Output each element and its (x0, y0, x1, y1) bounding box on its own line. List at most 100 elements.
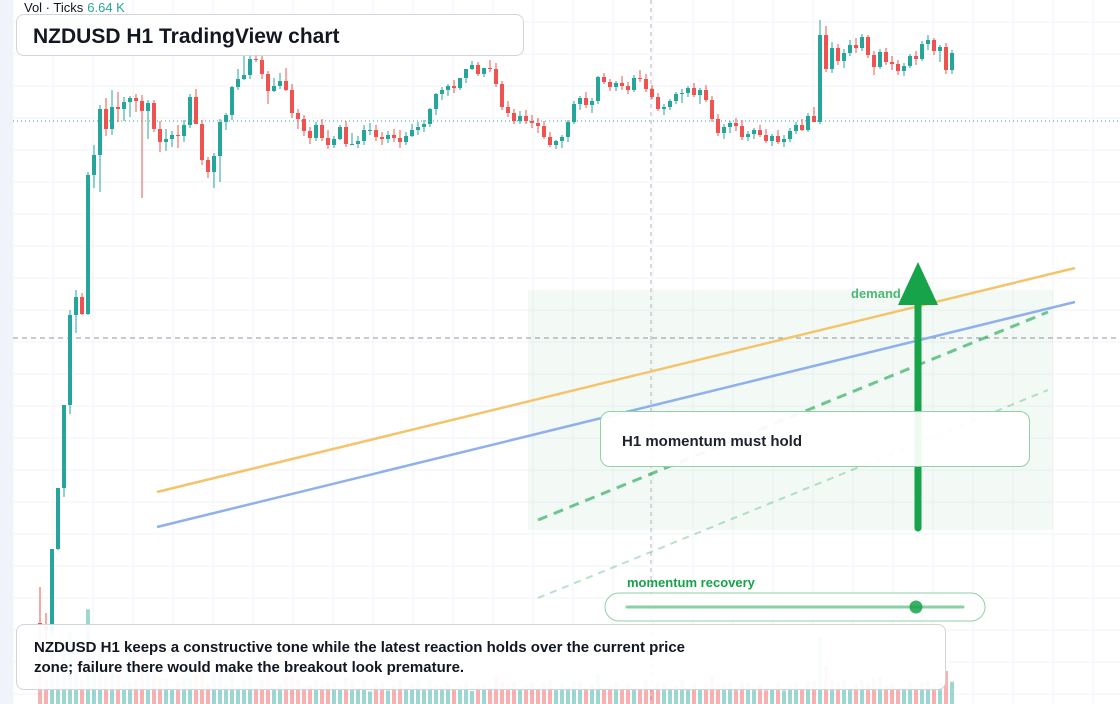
candle[interactable] (80, 293, 84, 315)
candle[interactable] (626, 82, 630, 94)
candle[interactable] (542, 121, 546, 139)
candle[interactable] (860, 34, 864, 51)
candle[interactable] (146, 100, 150, 139)
candle[interactable] (128, 96, 132, 117)
candle[interactable] (176, 125, 180, 148)
candle[interactable] (362, 125, 366, 145)
candle[interactable] (494, 63, 498, 87)
momentum-arrow-head[interactable] (898, 262, 938, 305)
candle[interactable] (266, 71, 270, 104)
candle[interactable] (758, 125, 762, 137)
candle[interactable] (206, 157, 210, 178)
candle[interactable] (872, 51, 876, 75)
candle[interactable] (536, 118, 540, 133)
candle[interactable] (890, 56, 894, 70)
candle[interactable] (650, 85, 654, 99)
candle[interactable] (728, 121, 732, 133)
momentum-slider-thumb[interactable] (909, 600, 923, 614)
candle[interactable] (116, 92, 120, 122)
candle[interactable] (932, 38, 936, 55)
candle[interactable] (500, 81, 504, 110)
candle[interactable] (398, 130, 402, 148)
candle[interactable] (518, 111, 522, 124)
candle[interactable] (764, 129, 768, 143)
candle[interactable] (452, 80, 456, 93)
candle[interactable] (68, 310, 72, 414)
candle[interactable] (638, 70, 642, 82)
candle[interactable] (482, 68, 486, 77)
candle[interactable] (476, 62, 480, 76)
candle[interactable] (164, 129, 168, 151)
candle[interactable] (224, 113, 228, 130)
candle[interactable] (416, 122, 420, 135)
candle[interactable] (86, 172, 90, 315)
candle[interactable] (884, 48, 888, 65)
candle[interactable] (710, 96, 714, 122)
candle[interactable] (824, 26, 828, 72)
candle[interactable] (530, 115, 534, 128)
candle[interactable] (938, 45, 942, 62)
candle[interactable] (356, 136, 360, 148)
candle[interactable] (464, 69, 468, 83)
candle[interactable] (380, 132, 384, 145)
candle[interactable] (740, 120, 744, 140)
candle[interactable] (644, 74, 648, 92)
candle[interactable] (866, 35, 870, 58)
candle[interactable] (524, 110, 528, 124)
candle[interactable] (776, 130, 780, 144)
candle[interactable] (134, 94, 138, 112)
candle[interactable] (332, 136, 336, 148)
candle[interactable] (608, 79, 612, 91)
candle[interactable] (110, 90, 114, 135)
candle[interactable] (422, 120, 426, 132)
candle[interactable] (800, 119, 804, 131)
candle[interactable] (308, 127, 312, 144)
candle[interactable] (488, 60, 492, 72)
candle[interactable] (674, 92, 678, 104)
candle[interactable] (92, 145, 96, 188)
candle[interactable] (368, 123, 372, 135)
candle[interactable] (578, 96, 582, 110)
candle[interactable] (104, 98, 108, 136)
candle[interactable] (338, 125, 342, 140)
candle[interactable] (908, 54, 912, 68)
candle[interactable] (596, 76, 600, 104)
candle[interactable] (56, 488, 60, 550)
candle[interactable] (236, 69, 240, 90)
candle[interactable] (314, 122, 318, 141)
candle[interactable] (788, 128, 792, 142)
candle[interactable] (212, 153, 216, 188)
momentum-callout[interactable]: H1 momentum must hold (600, 411, 1030, 467)
candle[interactable] (842, 49, 846, 68)
candle[interactable] (896, 60, 900, 75)
candle[interactable] (440, 87, 444, 100)
candle[interactable] (632, 75, 636, 92)
candle[interactable] (218, 119, 222, 182)
candle[interactable] (734, 118, 738, 131)
candle[interactable] (614, 81, 618, 91)
candle[interactable] (926, 35, 930, 50)
candle[interactable] (770, 134, 774, 146)
candle[interactable] (812, 107, 816, 122)
candle[interactable] (458, 78, 462, 90)
candle[interactable] (272, 78, 276, 92)
candle[interactable] (662, 104, 666, 115)
candle[interactable] (50, 549, 54, 636)
candle[interactable] (680, 89, 684, 103)
candle[interactable] (686, 86, 690, 97)
candle[interactable] (320, 119, 324, 141)
candle[interactable] (74, 290, 78, 333)
candle[interactable] (230, 86, 234, 120)
candle[interactable] (158, 121, 162, 152)
candle[interactable] (944, 43, 948, 74)
candle[interactable] (140, 95, 144, 198)
candle[interactable] (290, 84, 294, 118)
candle[interactable] (830, 42, 834, 73)
candle[interactable] (374, 125, 378, 141)
candle[interactable] (668, 99, 672, 110)
candle[interactable] (242, 56, 246, 80)
candle[interactable] (470, 61, 474, 70)
candle[interactable] (698, 88, 702, 104)
candle[interactable] (560, 135, 564, 148)
